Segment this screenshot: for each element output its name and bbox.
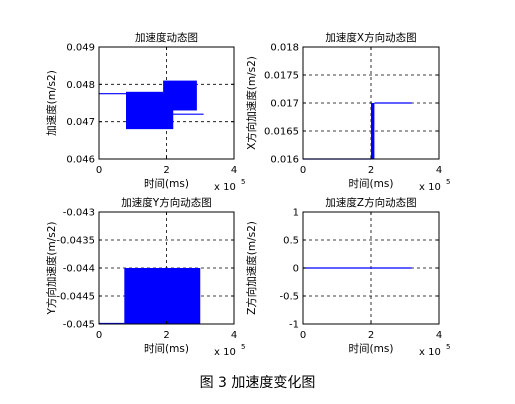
y-tick-label: -0.044 <box>63 264 95 275</box>
y-tick-label: 0 <box>293 264 299 275</box>
x-exponent-label: x 10 <box>214 182 236 193</box>
data-band <box>126 91 164 96</box>
y-tick-label: -0.045 <box>63 320 95 331</box>
x-tick-label: 4 <box>436 330 442 341</box>
y-tick-label: 0.018 <box>270 43 299 54</box>
x-tick-label: 2 <box>163 165 169 176</box>
x-tick-label: 4 <box>436 165 442 176</box>
y-tick-label: 0.0165 <box>264 127 299 138</box>
subplot-title: 加速度动态图 <box>135 31 198 44</box>
x-exponent-power: 5 <box>241 343 245 351</box>
x-tick-label: 4 <box>231 330 237 341</box>
x-tick-label: 0 <box>300 165 306 176</box>
x-tick-label: 0 <box>96 330 102 341</box>
figure-caption: 图 3 加速度变化图 <box>199 375 316 391</box>
y-tick-label: -1 <box>289 320 299 331</box>
x-exponent-label: x 10 <box>214 347 236 358</box>
y-tick-label: -0.0445 <box>56 292 95 303</box>
x-tick-label: 0 <box>96 165 102 176</box>
x-axis-label: 时间(ms) <box>349 342 394 355</box>
x-exponent-label: x 10 <box>419 347 441 358</box>
y-tick-label: 1 <box>293 208 299 219</box>
x-axis-label: 时间(ms) <box>144 177 189 190</box>
subplot-title: 加速度Y方向动态图 <box>121 196 211 209</box>
x-exponent-power: 5 <box>241 178 245 186</box>
x-exponent-power: 5 <box>446 178 450 186</box>
y-axis-label: Z方向加速度(m/s2) <box>245 221 258 315</box>
y-tick-label: 0.046 <box>66 155 95 166</box>
x-exponent-power: 5 <box>446 343 450 351</box>
subplot-title: 加速度Z方向动态图 <box>325 196 416 209</box>
y-tick-label: 0.048 <box>66 80 95 91</box>
y-axis-label: X方向加速度(m/s2) <box>245 56 258 150</box>
y-tick-label: 0.0175 <box>264 71 299 82</box>
data-band <box>163 80 197 111</box>
y-tick-label: 0.049 <box>66 43 95 54</box>
subplot-2: 0 2 4 0.016 0.0165 0.017 0.0175 0.018 加速度X方向动态图时… <box>245 31 450 193</box>
x-tick-label: 2 <box>163 330 169 341</box>
subplot-3: 0 2 4 -0.045 -0.0445 -0.044 -0.0435 -0.043 加速度Y方… <box>45 196 245 358</box>
x-tick-label: 2 <box>368 165 374 176</box>
x-axis-label: 时间(ms) <box>349 177 394 190</box>
y-tick-label: 0.5 <box>283 236 299 247</box>
y-axis-label: 加速度(m/s2) <box>45 70 58 136</box>
y-tick-label: -0.0435 <box>56 236 95 247</box>
y-tick-label: 0.016 <box>270 155 299 166</box>
data-band <box>371 103 375 159</box>
y-tick-label: 0.017 <box>270 99 299 110</box>
y-tick-label: 0.047 <box>66 117 95 128</box>
y-axis-label: Y方向加速度(m/s2) <box>45 221 58 315</box>
x-tick-label: 0 <box>300 330 306 341</box>
subplot-title: 加速度X方向动态图 <box>325 31 416 44</box>
data-band <box>124 268 201 324</box>
x-tick-label: 4 <box>231 165 237 176</box>
y-tick-label: -0.043 <box>63 208 95 219</box>
x-tick-label: 2 <box>368 330 374 341</box>
y-tick-label: -0.5 <box>279 292 299 303</box>
x-axis-label: 时间(ms) <box>144 342 189 355</box>
x-exponent-label: x 10 <box>419 182 441 193</box>
